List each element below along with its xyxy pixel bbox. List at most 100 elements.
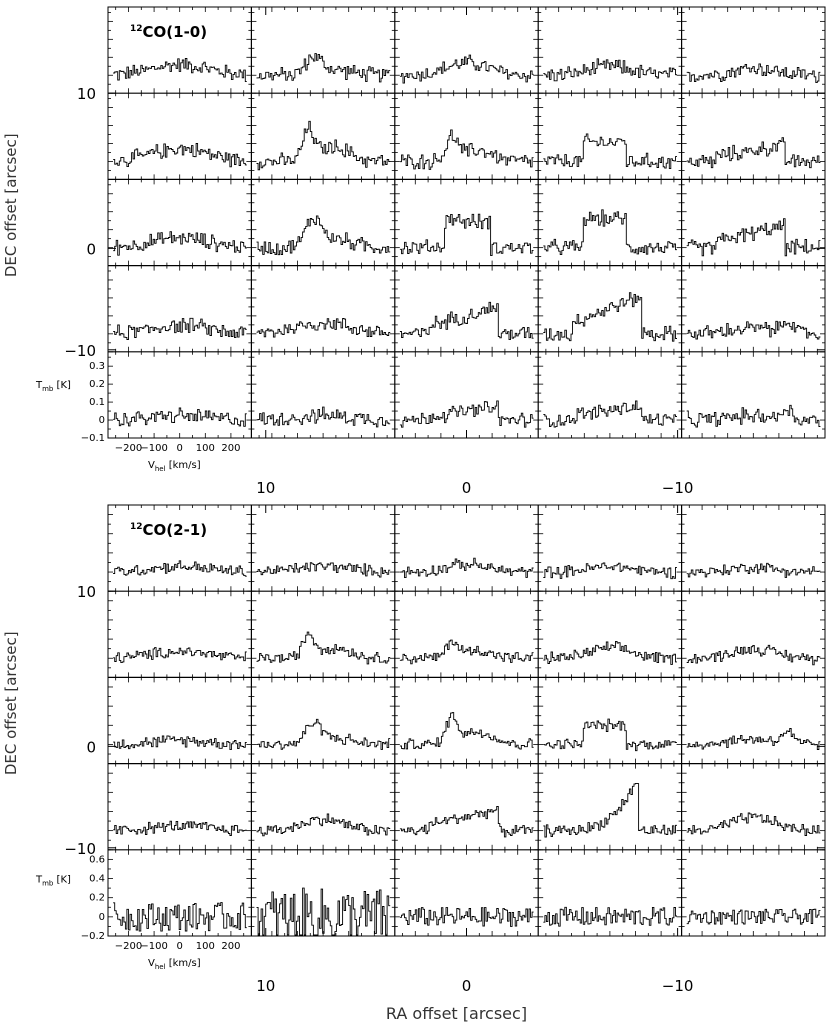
ra-tick-label: 10 [256, 977, 275, 995]
velocity-tick-label: 100 [196, 941, 215, 952]
velocity-tick-label: 200 [221, 443, 240, 454]
line-label-transition: CO(1-0) [143, 23, 208, 41]
spectrum-r3-c1 [113, 231, 247, 256]
spectrum-r5-c2 [256, 887, 391, 936]
spectrum-r1-c3 [399, 54, 534, 84]
spectrum-r2-c1 [113, 647, 247, 664]
tmb-tick-label: 0.2 [89, 379, 105, 390]
tmb-axis-label: Tmb [K] [35, 875, 71, 888]
spectrum-r2-c4 [543, 640, 677, 665]
spectrum-r2-c3 [399, 129, 534, 170]
ra-tick-label: 0 [462, 977, 472, 995]
dec-axis-label: DEC offset [arcsec] [2, 631, 20, 775]
tmb-axis-label-part: [K] [53, 380, 71, 391]
tmb-tick-label: 0 [99, 415, 105, 426]
velocity-axis-label: Vhel [km/s] [148, 460, 201, 473]
velocity-tick-label: −100 [140, 941, 167, 952]
spectrum-r2-c4 [543, 133, 677, 170]
line-label: 12CO(1-0) [130, 23, 207, 41]
spectrum-r4-c1 [113, 820, 247, 836]
ra-tick-label: 0 [462, 479, 472, 497]
velocity-axis-label-part: hel [155, 465, 166, 473]
spectrum-r4-c3 [399, 301, 534, 341]
tmb-tick-label: −0.2 [81, 931, 105, 942]
spectrum-r3-c3 [399, 213, 534, 257]
spectrum-r1-c1 [113, 58, 247, 83]
spectrum-r1-c4 [543, 562, 677, 580]
line-label-isotope: 12 [130, 522, 143, 532]
spectrum-r1-c2 [256, 53, 391, 83]
tmb-tick-label: 0.4 [89, 874, 105, 885]
velocity-tick-label: −100 [140, 443, 167, 454]
spectrum-r4-c2 [256, 318, 391, 338]
line-label: 12CO(2-1) [130, 521, 207, 539]
spectrum-r3-c4 [543, 209, 677, 256]
velocity-axis-label: Vhel [km/s] [148, 958, 201, 971]
ra-tick-label: −10 [662, 977, 694, 995]
velocity-axis-label-part: V [148, 958, 155, 969]
velocity-tick-label: 100 [196, 443, 215, 454]
spectrum-r1-c3 [399, 557, 534, 579]
spectrum-r5-c4 [543, 400, 677, 428]
spectrum-r3-c5 [686, 728, 821, 750]
spectrum-r5-c4 [543, 906, 677, 927]
spectrum-r5-c5 [686, 404, 821, 428]
ra-tick-label: −10 [662, 479, 694, 497]
spectrum-r4-c5 [686, 812, 821, 836]
tmb-tick-label: 0.3 [89, 361, 105, 372]
spectrum-r2-c5 [686, 644, 821, 666]
spectrum-r4-c3 [399, 806, 534, 838]
dec-tick-label: −10 [64, 840, 96, 858]
spectrum-r5-c2 [256, 406, 391, 428]
spectrum-r5-c1 [113, 407, 247, 427]
spectrum-r3-c3 [399, 712, 534, 750]
spectrum-r4-c4 [543, 782, 677, 838]
spectrum-r1-c1 [113, 560, 247, 577]
spectrum-r1-c5 [686, 63, 821, 84]
tmb-tick-label: 0.1 [89, 397, 105, 408]
velocity-tick-label: 0 [177, 941, 183, 952]
spectrum-r2-c1 [113, 143, 247, 168]
spectrum-r4-c4 [543, 292, 677, 342]
ra-axis-label: RA offset [arcsec] [386, 1004, 527, 1023]
dec-tick-label: 0 [86, 240, 96, 258]
ra-tick-label: 10 [256, 479, 275, 497]
velocity-tick-label: 0 [177, 443, 183, 454]
spectrum-r3-c2 [256, 718, 391, 750]
spectrum-r2-c2 [256, 631, 391, 665]
tmb-tick-label: 0 [99, 912, 105, 923]
spectrum-r4-c2 [256, 813, 391, 837]
spectrum-r5-c1 [113, 902, 247, 932]
spectrum-r3-c4 [543, 718, 677, 752]
spectrum-r3-c2 [256, 215, 391, 256]
spectrum-r5-c3 [399, 907, 534, 927]
tmb-tick-label: 0.2 [89, 893, 105, 904]
line-label-isotope: 12 [130, 24, 143, 34]
velocity-axis-label-part: V [148, 460, 155, 471]
dec-tick-label: 10 [77, 583, 96, 601]
spectrum-r2-c2 [256, 120, 391, 171]
tmb-axis-label: Tmb [K] [35, 380, 71, 393]
spectrum-r1-c4 [543, 58, 677, 82]
spectrum-r4-c1 [113, 317, 247, 340]
tmb-axis-label-part: [K] [53, 875, 71, 886]
velocity-axis-label-part: [km/s] [166, 958, 201, 969]
spectrum-r2-c3 [399, 639, 534, 665]
spectrum-r1-c5 [686, 562, 821, 578]
dec-tick-label: 10 [77, 85, 96, 103]
spectrum-r2-c5 [686, 137, 821, 169]
dec-tick-label: 0 [86, 738, 96, 756]
velocity-tick-label: −200 [115, 443, 142, 454]
velocity-axis-label-part: [km/s] [166, 460, 201, 471]
tmb-axis-label-part: T [35, 380, 43, 391]
tmb-axis-label-part: mb [42, 385, 54, 393]
tmb-tick-label: −0.1 [81, 433, 105, 444]
velocity-tick-label: −200 [115, 941, 142, 952]
tmb-tick-label: 0.6 [89, 854, 105, 865]
tmb-axis-label-part: mb [42, 880, 54, 888]
velocity-tick-label: 200 [221, 941, 240, 952]
tmb-axis-label-part: T [35, 875, 43, 886]
spectrum-r5-c5 [686, 908, 821, 925]
